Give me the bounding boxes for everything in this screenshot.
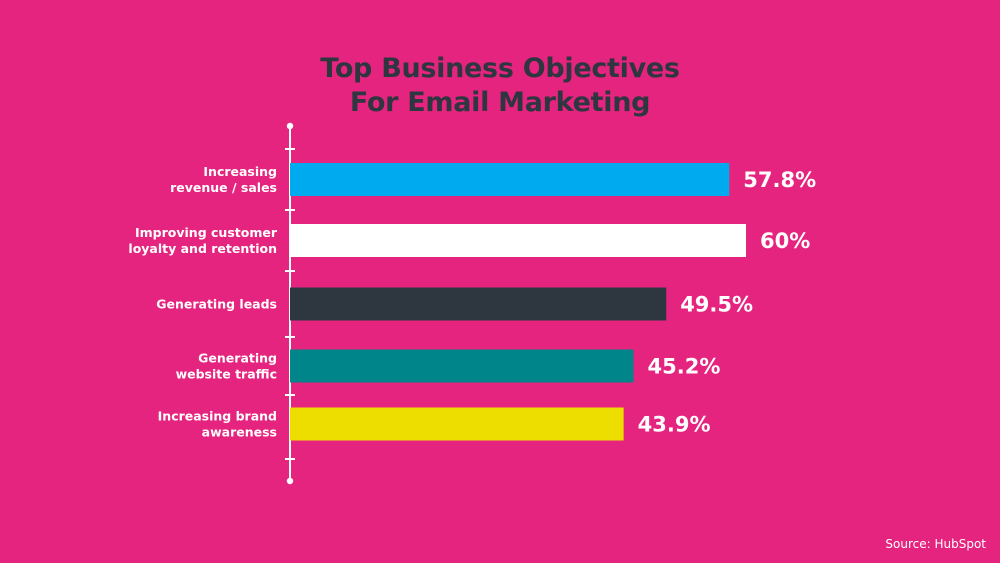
category-label-3-line-0: Generating xyxy=(198,351,277,366)
category-label-3-line-1: website traffic xyxy=(176,367,277,382)
chart-title-line-2: For Email Marketing xyxy=(349,87,651,118)
category-label-2-line-0: Generating leads xyxy=(156,297,277,312)
category-label-0-line-0: Increasing xyxy=(203,164,277,179)
bar-2 xyxy=(290,287,667,321)
value-label-1: 60% xyxy=(760,229,810,253)
value-label-0: 57.8% xyxy=(743,168,816,192)
axis-end-dot-top xyxy=(286,122,294,130)
value-label-4: 43.9% xyxy=(638,413,711,437)
axis-end-dot-bottom xyxy=(286,477,294,485)
category-label-1-line-0: Improving customer xyxy=(135,225,278,240)
bar-3 xyxy=(290,349,634,383)
category-label-4-line-1: awareness xyxy=(202,425,277,440)
bar-1 xyxy=(290,224,746,257)
source-note: Source: HubSpot xyxy=(885,537,986,551)
category-label-1-line-1: loyalty and retention xyxy=(128,241,277,256)
category-label-4-line-0: Increasing brand xyxy=(158,409,277,424)
chart-title-line-1: Top Business Objectives xyxy=(320,53,680,84)
bar-4 xyxy=(290,407,624,441)
bar-0 xyxy=(290,163,730,196)
value-label-2: 49.5% xyxy=(680,293,753,317)
category-label-0-line-1: revenue / sales xyxy=(170,180,277,195)
chart-title: Top Business Objectives For Email Market… xyxy=(0,52,1000,120)
value-label-3: 45.2% xyxy=(648,355,721,379)
